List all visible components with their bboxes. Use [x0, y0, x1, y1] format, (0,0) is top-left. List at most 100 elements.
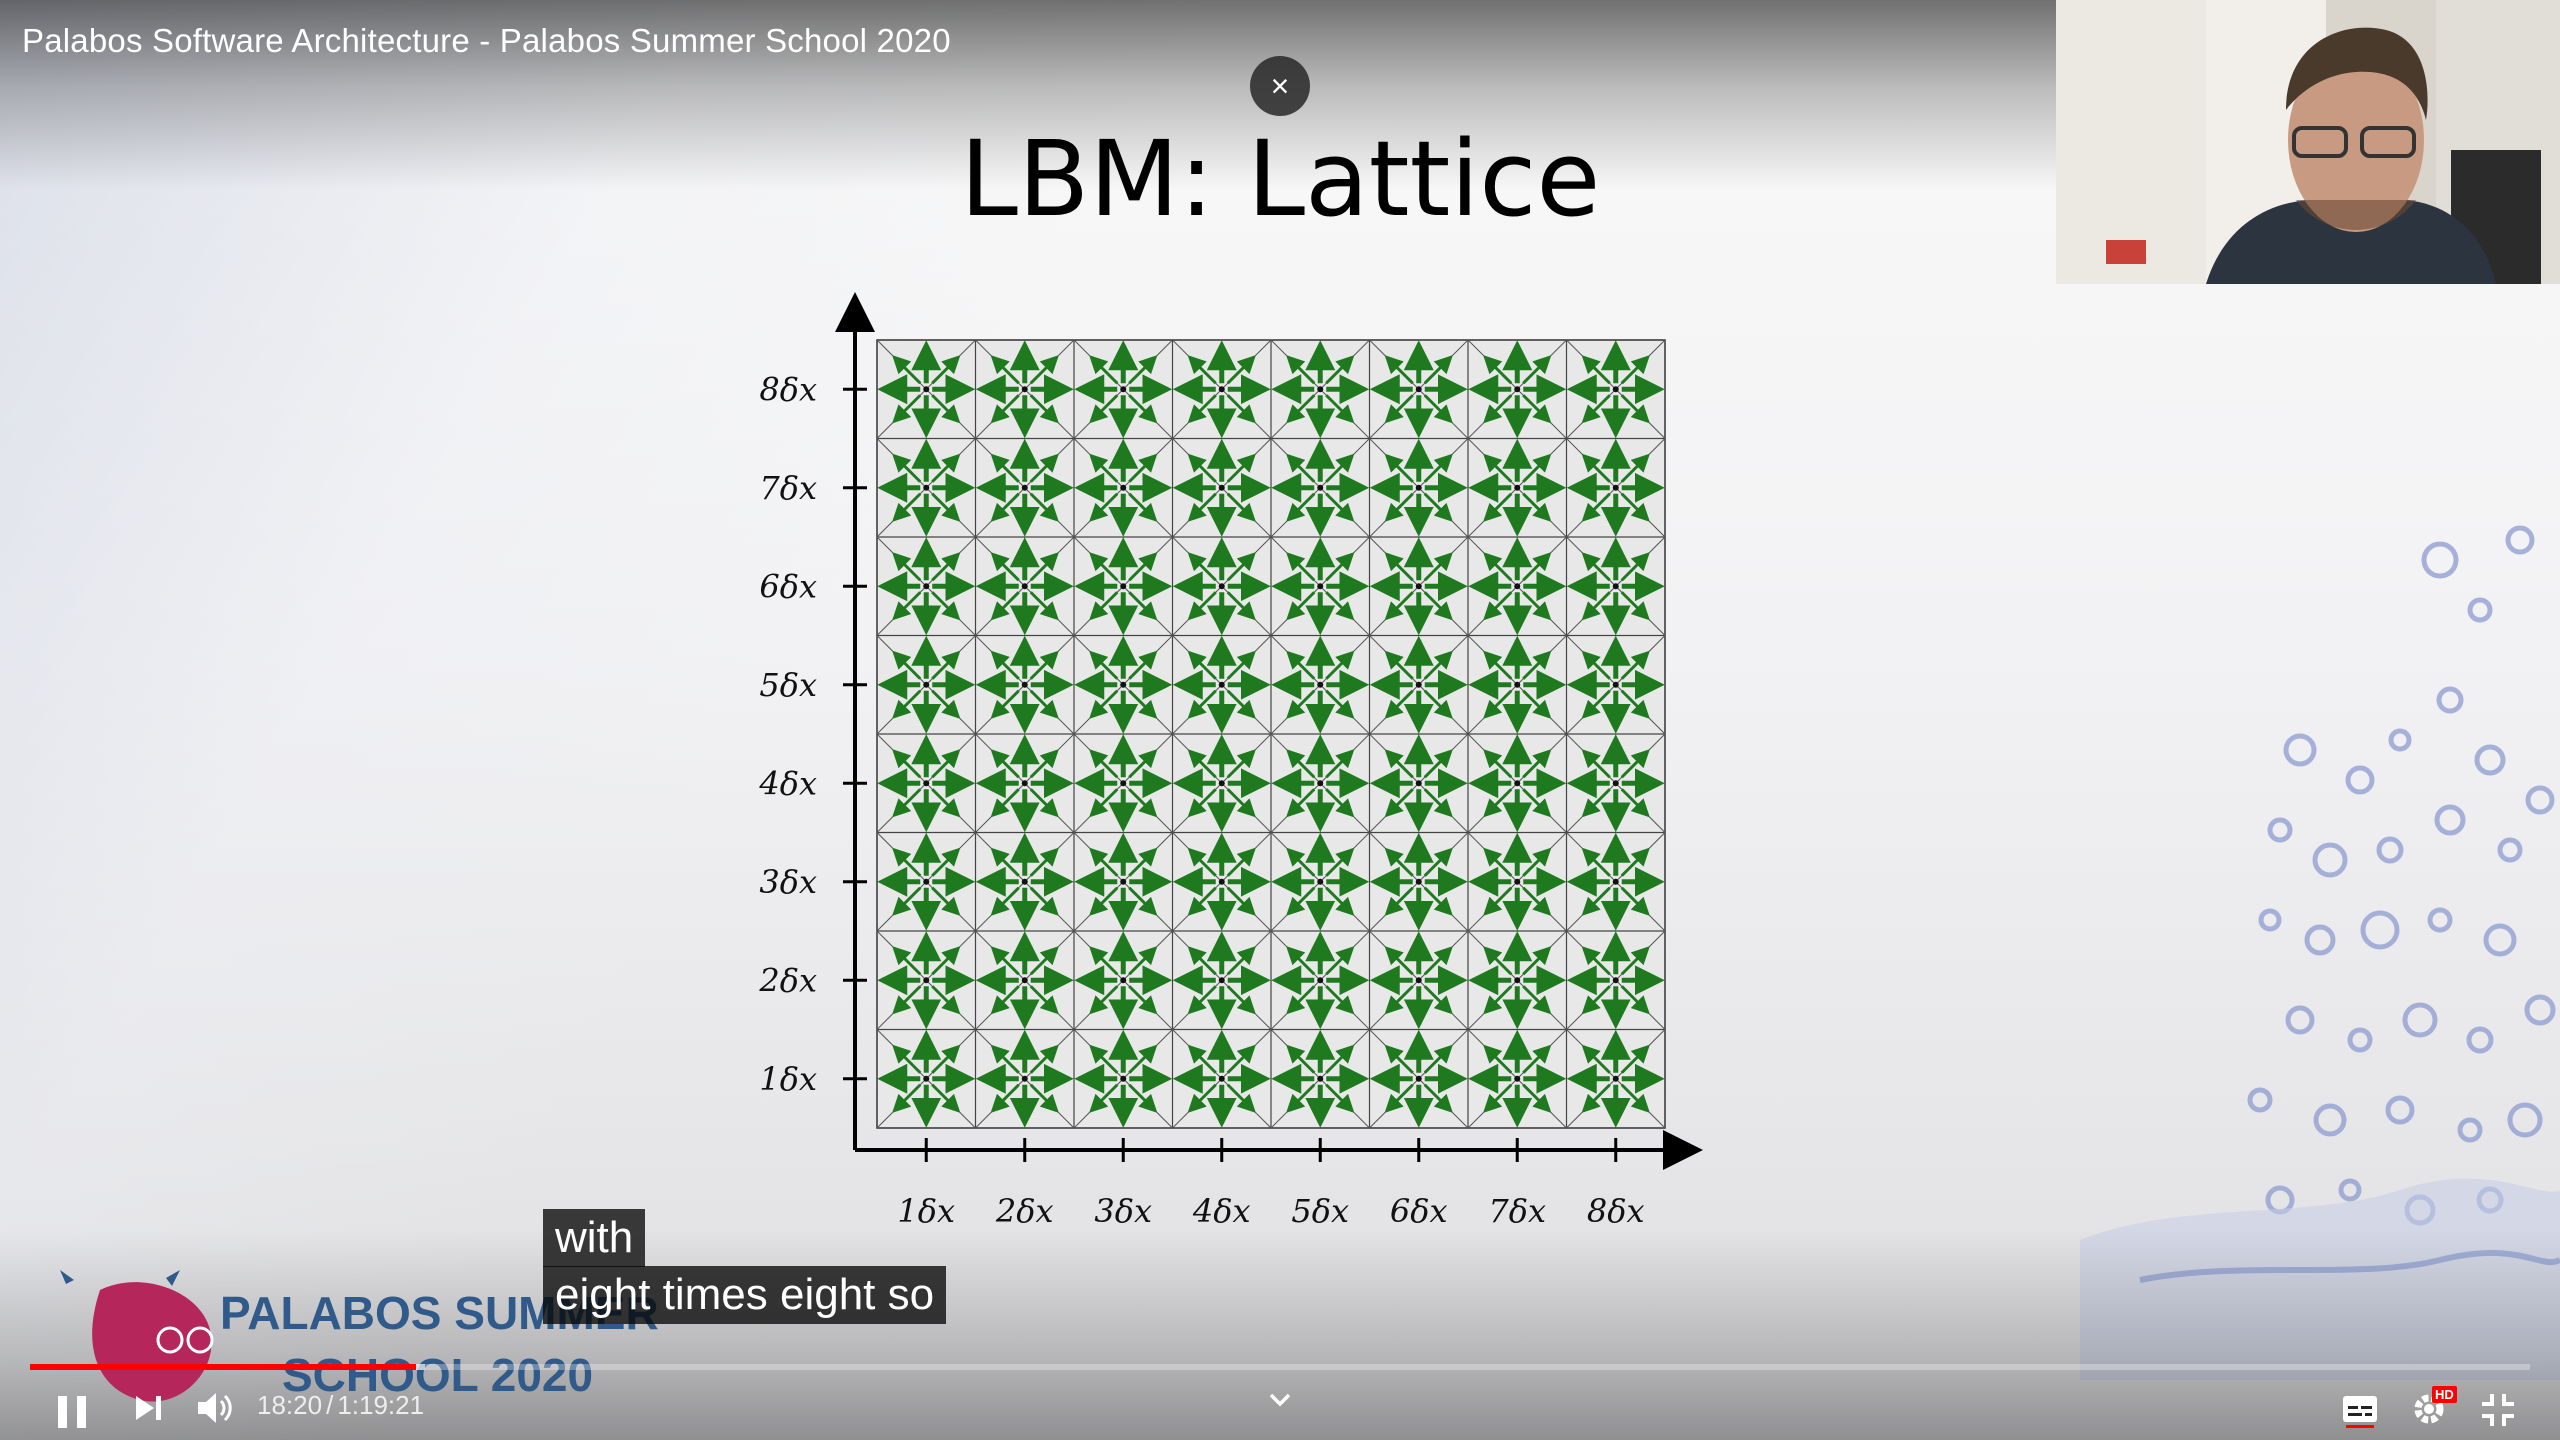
y-tick-label: 8δx [759, 370, 817, 408]
velocity-arrow [892, 689, 922, 719]
pause-icon[interactable] [52, 1390, 92, 1434]
velocity-arrow [1128, 355, 1158, 385]
lattice-node [1218, 681, 1225, 688]
velocity-arrow [1483, 1044, 1513, 1074]
velocity-arrow [1581, 1044, 1611, 1074]
lattice-node [1120, 681, 1127, 688]
lattice-node [1317, 583, 1324, 590]
next-icon[interactable] [130, 1390, 166, 1426]
velocity-arrow [1226, 886, 1256, 916]
lattice-node [923, 484, 930, 491]
video-title[interactable]: Palabos Software Architecture - Palabos … [22, 22, 951, 59]
chevron-down-icon[interactable] [1266, 1390, 1294, 1410]
velocity-arrow [1029, 1044, 1059, 1074]
velocity-arrow [1286, 453, 1316, 483]
lattice-axes [835, 292, 1703, 1170]
lattice-node [1021, 583, 1028, 590]
velocity-arrow [990, 985, 1020, 1015]
velocity-arrow [931, 394, 961, 424]
velocity-arrow [1522, 985, 1552, 1015]
velocity-arrow [1423, 552, 1453, 582]
velocity-arrow [1522, 788, 1552, 818]
velocity-arrow [892, 492, 922, 522]
settings-button[interactable]: HD [2410, 1386, 2458, 1430]
velocity-arrow [892, 788, 922, 818]
velocity-arrow [931, 492, 961, 522]
lattice-node [923, 780, 930, 787]
velocity-arrow [1286, 946, 1316, 976]
velocity-arrow [1089, 788, 1119, 818]
lattice-node [1514, 780, 1521, 787]
velocity-arrow [1581, 886, 1611, 916]
velocity-arrow [1226, 453, 1256, 483]
lattice-node [1514, 1075, 1521, 1082]
velocity-arrow [1128, 689, 1158, 719]
progress-bar[interactable] [30, 1364, 2530, 1370]
velocity-arrow [1128, 552, 1158, 582]
velocity-arrow [931, 886, 961, 916]
velocity-arrow [1423, 985, 1453, 1015]
velocity-arrow [1384, 985, 1414, 1015]
velocity-arrow [1384, 591, 1414, 621]
velocity-arrow [1187, 355, 1217, 385]
velocity-arrow [1620, 788, 1650, 818]
x-tick-label: 4δx [1192, 1192, 1251, 1230]
lattice-node [1218, 977, 1225, 984]
velocity-arrow [1423, 355, 1453, 385]
velocity-arrow [990, 847, 1020, 877]
velocity-arrow [1483, 946, 1513, 976]
subtitles-icon[interactable] [2340, 1390, 2380, 1430]
palabos-logo [60, 1270, 214, 1402]
lattice-node [1514, 484, 1521, 491]
lattice-node [1120, 1075, 1127, 1082]
close-icon[interactable]: × [1250, 56, 1310, 116]
velocity-arrow [1226, 394, 1256, 424]
velocity-arrow [1620, 394, 1650, 424]
lattice-node [1415, 681, 1422, 688]
volume-icon[interactable] [194, 1388, 236, 1428]
velocity-arrow [990, 1044, 1020, 1074]
lattice-node [1612, 681, 1619, 688]
lattice-node [1415, 780, 1422, 787]
velocity-arrow [1029, 355, 1059, 385]
velocity-arrow [1029, 650, 1059, 680]
velocity-arrow [1226, 591, 1256, 621]
velocity-arrow [931, 689, 961, 719]
velocity-arrow [1187, 650, 1217, 680]
velocity-arrow [892, 650, 922, 680]
velocity-arrow [1286, 1044, 1316, 1074]
lattice-node [1317, 386, 1324, 393]
lattice-node [1120, 386, 1127, 393]
velocity-arrow [1226, 847, 1256, 877]
velocity-arrow [1325, 552, 1355, 582]
velocity-arrow [990, 689, 1020, 719]
velocity-arrow [1226, 946, 1256, 976]
lattice-node [1612, 780, 1619, 787]
velocity-arrow [1187, 453, 1217, 483]
velocity-arrow [1384, 847, 1414, 877]
velocity-arrow [1089, 689, 1119, 719]
velocity-arrow [892, 1044, 922, 1074]
velocity-arrow [1384, 1044, 1414, 1074]
velocity-arrow [931, 946, 961, 976]
velocity-arrow [1187, 492, 1217, 522]
progress-played[interactable] [30, 1364, 416, 1370]
velocity-arrow [1620, 689, 1650, 719]
velocity-arrow [1029, 552, 1059, 582]
velocity-arrow [1384, 788, 1414, 818]
velocity-arrow [1522, 650, 1552, 680]
velocity-arrow [1286, 886, 1316, 916]
lattice-node [1612, 878, 1619, 885]
y-tick-label: 3δx [759, 863, 817, 901]
velocity-arrow [931, 1044, 961, 1074]
velocity-arrow [1089, 749, 1119, 779]
velocity-arrow [1423, 1083, 1453, 1113]
exit-fullscreen-icon[interactable] [2478, 1390, 2518, 1430]
velocity-arrow [1128, 886, 1158, 916]
velocity-arrow [1089, 1083, 1119, 1113]
velocity-arrow [1581, 394, 1611, 424]
velocity-arrow [1128, 453, 1158, 483]
y-tick-label: 4δx [758, 764, 817, 802]
x-tick-label: 8δx [1587, 1192, 1645, 1230]
